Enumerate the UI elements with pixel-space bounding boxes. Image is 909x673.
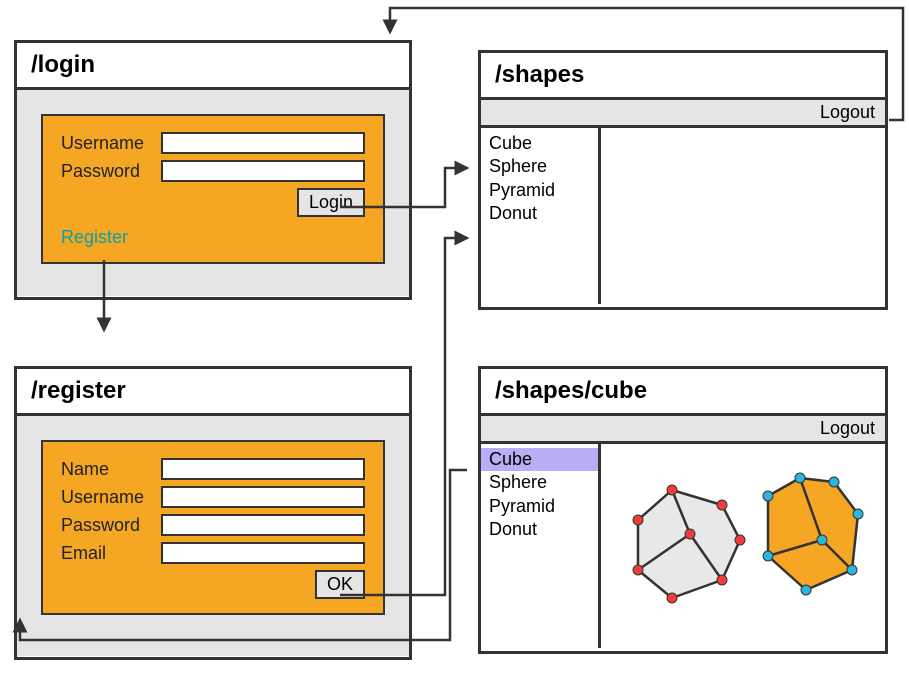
email-label: Email [61,543,161,564]
shapes-title: /shapes [481,53,885,100]
cube-panel: /shapes/cube Logout Cube Sphere Pyramid … [478,366,888,654]
register-row-password: Password [61,514,365,536]
register-button-row: OK [61,570,365,599]
sidebar-item-cube[interactable]: Cube [481,132,598,155]
reg-username-label: Username [61,487,161,508]
shapes-panel: /shapes Logout Cube Sphere Pyramid Donut [478,50,888,310]
register-title: /register [17,369,409,416]
register-card: Name Username Password Email OK [41,440,385,615]
shapes-logout[interactable]: Logout [481,100,885,128]
reg-password-input[interactable] [161,514,365,536]
email-input[interactable] [161,542,365,564]
cube-split: Cube Sphere Pyramid Donut [481,444,885,648]
cube-title: /shapes/cube [481,369,885,416]
username-input[interactable] [161,132,365,154]
sidebar-item-pyramid[interactable]: Pyramid [481,179,598,202]
login-row-password: Password [61,160,365,182]
reg-password-label: Password [61,515,161,536]
cube-sidebar-item-sphere[interactable]: Sphere [481,471,598,494]
register-row-email: Email [61,542,365,564]
login-row-username: Username [61,132,365,154]
cube-logout[interactable]: Logout [481,416,885,444]
sidebar-item-donut[interactable]: Donut [481,202,598,225]
password-input[interactable] [161,160,365,182]
sidebar-item-sphere[interactable]: Sphere [481,155,598,178]
login-button-row: Login [61,188,365,217]
register-row-username: Username [61,486,365,508]
cube-sidebar-item-donut[interactable]: Donut [481,518,598,541]
login-title: /login [17,43,409,90]
shapes-body: Logout Cube Sphere Pyramid Donut [481,100,885,306]
cube-sidebar-item-pyramid[interactable]: Pyramid [481,495,598,518]
register-body: Name Username Password Email OK [17,416,409,656]
cube-sidebar-item-cube[interactable]: Cube [481,448,598,471]
register-panel: /register Name Username Password Email O… [14,366,412,660]
shapes-sidebar: Cube Sphere Pyramid Donut [481,128,601,304]
name-label: Name [61,459,161,480]
password-label: Password [61,161,161,182]
login-panel: /login Username Password Login Register [14,40,412,300]
username-label: Username [61,133,161,154]
name-input[interactable] [161,458,365,480]
login-button[interactable]: Login [297,188,365,217]
register-row-name: Name [61,458,365,480]
cube-body: Logout Cube Sphere Pyramid Donut [481,416,885,650]
cube-sidebar: Cube Sphere Pyramid Donut [481,444,601,648]
login-card: Username Password Login Register [41,114,385,264]
reg-username-input[interactable] [161,486,365,508]
cube-content [601,444,885,648]
login-body: Username Password Login Register [17,90,409,296]
shapes-content [601,128,885,304]
ok-button[interactable]: OK [315,570,365,599]
register-link[interactable]: Register [61,227,128,248]
shapes-split: Cube Sphere Pyramid Donut [481,128,885,304]
